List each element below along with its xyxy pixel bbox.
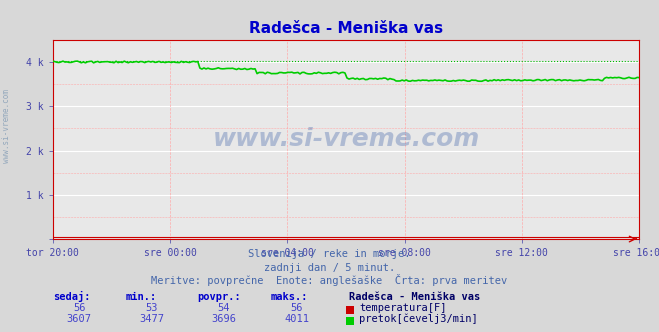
Text: 56: 56 [291,303,302,313]
Title: Radešca - Meniška vas: Radešca - Meniška vas [249,21,443,36]
Text: 56: 56 [73,303,85,313]
Text: Meritve: povprečne  Enote: anglešaške  Črta: prva meritev: Meritve: povprečne Enote: anglešaške Črt… [152,274,507,286]
Text: pretok[čevelj3/min]: pretok[čevelj3/min] [359,313,478,324]
Text: 3696: 3696 [212,314,237,324]
Text: 54: 54 [218,303,230,313]
Text: min.:: min.: [125,292,156,302]
Text: temperatura[F]: temperatura[F] [359,303,447,313]
Text: 3607: 3607 [67,314,92,324]
Text: 3477: 3477 [139,314,164,324]
Text: www.si-vreme.com: www.si-vreme.com [212,127,480,151]
Text: Slovenija / reke in morje.: Slovenija / reke in morje. [248,249,411,259]
Text: Radešca - Meniška vas: Radešca - Meniška vas [349,292,480,302]
Text: maks.:: maks.: [270,292,308,302]
Text: zadnji dan / 5 minut.: zadnji dan / 5 minut. [264,263,395,273]
Text: 53: 53 [146,303,158,313]
Text: 4011: 4011 [284,314,309,324]
Text: www.si-vreme.com: www.si-vreme.com [2,89,11,163]
Text: sedaj:: sedaj: [53,291,90,302]
Text: povpr.:: povpr.: [198,292,241,302]
